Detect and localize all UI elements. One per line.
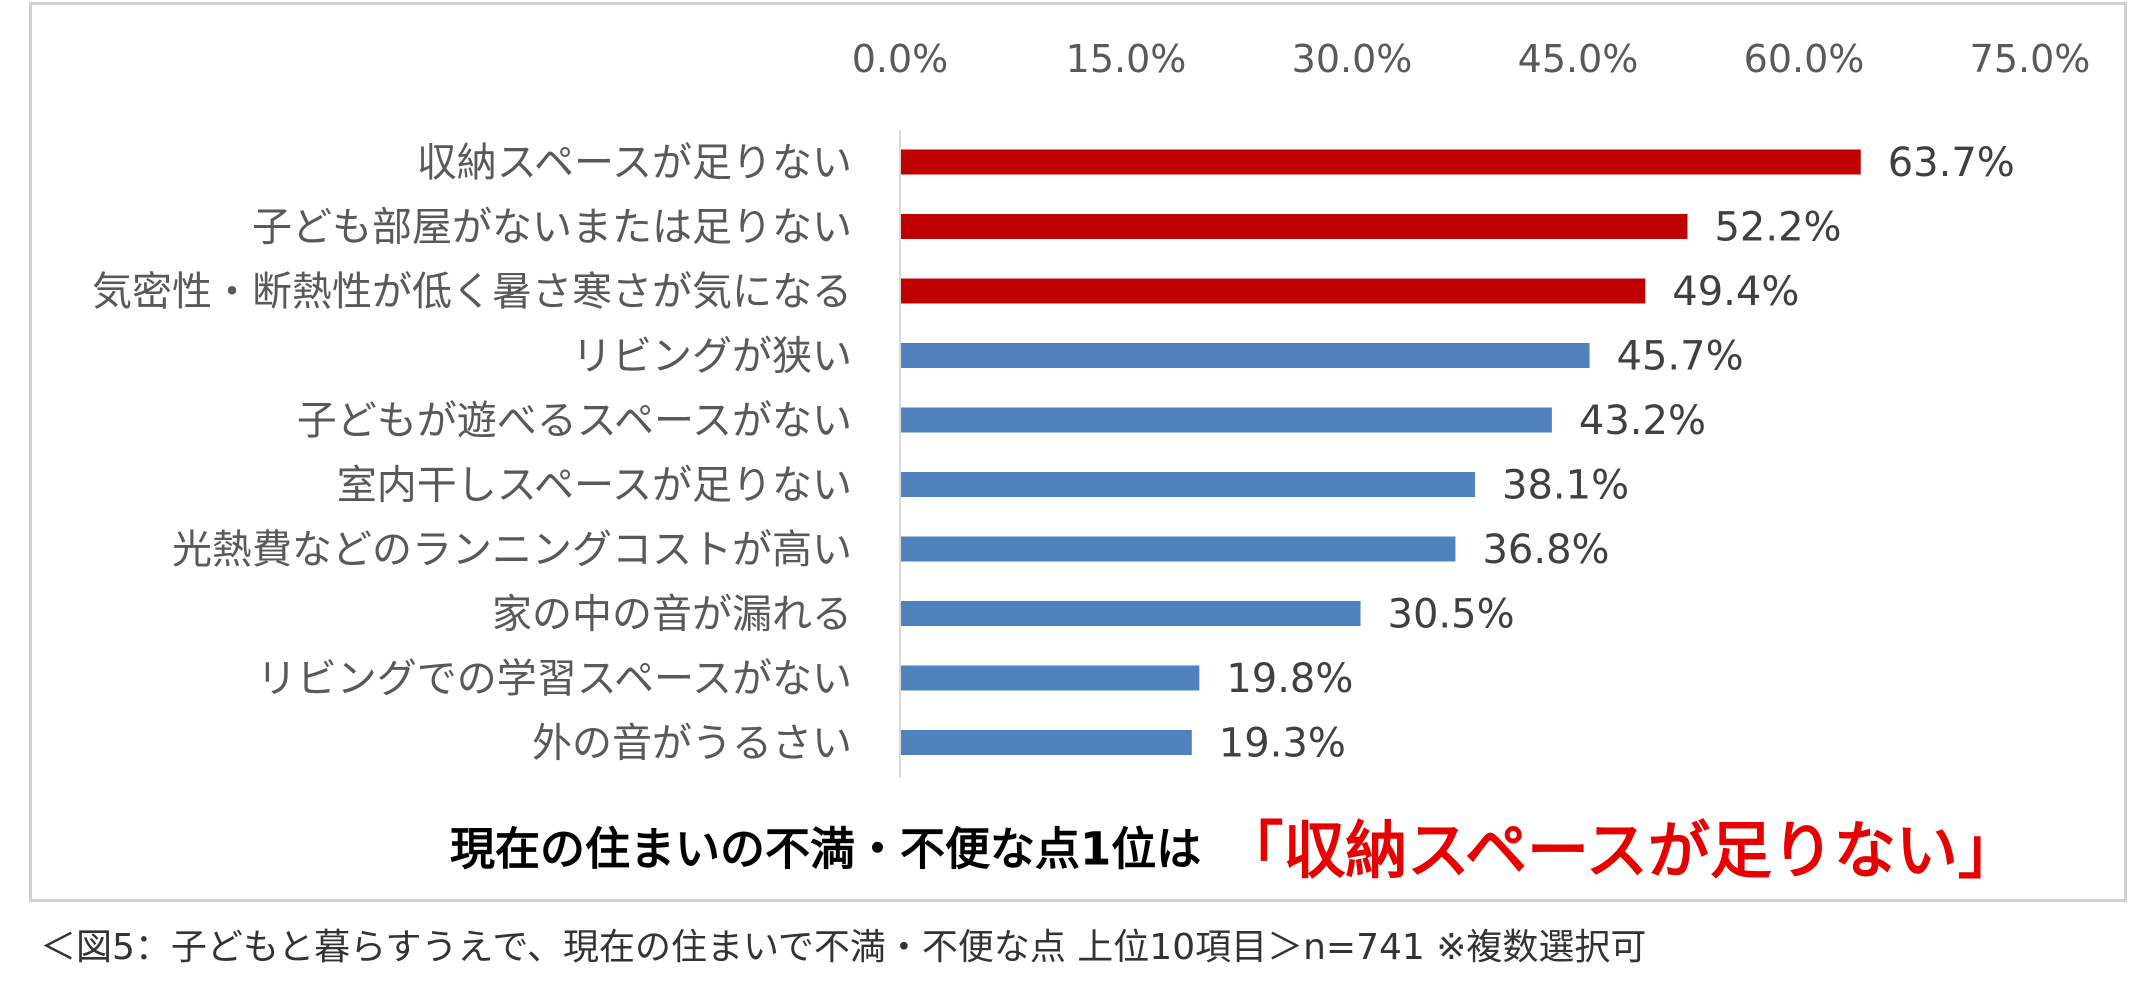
bar [901,214,1688,239]
bar-chart: 0.0% 15.0% 30.0% 45.0% 60.0% 75.0% 収納スペースが足りな… [92,37,2091,778]
x-tick-label: 60.0% [1744,37,1865,81]
data-label: 38.1% [1502,463,1629,509]
category-label: 子どもが遊べるスペースがない [297,398,852,444]
headline: 現在の住まいの不満・不便な点1位は 「収納スペースが足りない」 [450,800,2020,890]
category-label: 家の中の音が漏れる [492,592,852,638]
x-tick-label: 45.0% [1518,37,1639,81]
bar [901,536,1456,562]
data-label: 43.2% [1579,398,1706,444]
x-tick-label: 0.0% [852,37,949,81]
chart-frame [29,2,2127,902]
category-labels: 収納スペースが足りない子ども部屋がないまたは足りない気密性・断熱性が低く暑さ寒さ… [92,140,852,767]
data-label: 19.8% [1226,656,1353,702]
category-label: 光熱費などのランニングコストが高い [172,527,852,573]
data-label: 19.3% [1219,721,1346,767]
bars [901,149,1861,755]
category-label: 子ども部屋がないまたは足りない [252,205,852,251]
category-label: 外の音がうるさい [532,721,852,767]
data-label: 30.5% [1388,592,1515,638]
category-label: リビングでの学習スペースがない [257,656,852,702]
x-tick-label: 15.0% [1066,37,1187,81]
bar [901,149,1861,175]
headline-accent: 「収納スペースが足りない」 [1221,814,2020,887]
bar [901,343,1590,368]
headline-main: 現在の住まいの不満・不便な点1位は [450,822,1202,876]
x-tick-label: 30.0% [1292,37,1413,81]
category-label: 収納スペースが足りない [417,140,852,186]
figure-caption: ＜図5：子どもと暮らすうえで、現在の住まいで不満・不便な点 上位10項目＞n=7… [40,927,1647,968]
bar [901,730,1192,755]
category-label: リビングが狭い [572,334,852,380]
x-tick-label: 75.0% [1970,37,2091,81]
data-label: 45.7% [1617,334,1744,380]
x-axis-ticks: 0.0% 15.0% 30.0% 45.0% 60.0% 75.0% [852,37,2091,81]
category-label: 室内干しスペースが足りない [337,463,852,509]
category-label: 気密性・断熱性が低く暑さ寒さが気になる [92,269,852,315]
data-label: 49.4% [1672,269,1799,315]
bar [901,472,1476,497]
data-label: 36.8% [1482,527,1609,573]
bar [901,407,1552,433]
data-labels: 63.7% 52.2% 49.4% 45.7% 43.2% 38.1% 36.8% 30.5%… [1219,140,2015,767]
data-label: 52.2% [1714,205,1841,251]
bar [901,601,1361,626]
bar [901,665,1200,691]
bar [901,278,1646,304]
data-label: 63.7% [1888,140,2015,186]
